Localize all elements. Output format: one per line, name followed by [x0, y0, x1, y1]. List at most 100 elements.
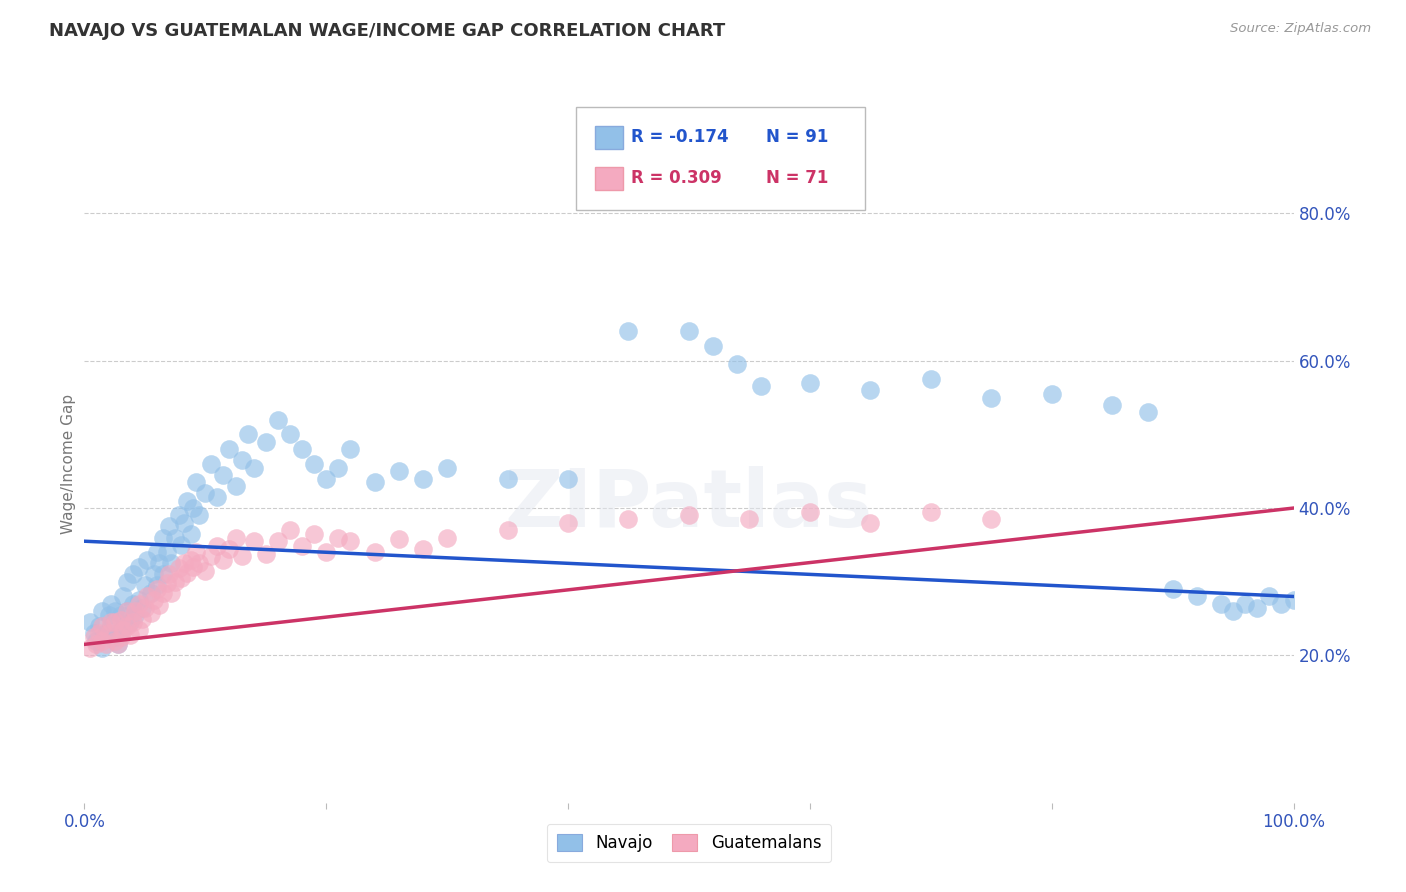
Point: [920, 372, 942, 386]
Point: [157, 519, 180, 533]
Point: [128, 597, 150, 611]
Point: [302, 457, 325, 471]
Legend: Navajo, Guatemalans: Navajo, Guatemalans: [547, 824, 831, 863]
Point: [212, 467, 235, 482]
Point: [207, 490, 229, 504]
Point: [302, 526, 325, 541]
Point: [412, 472, 434, 486]
Point: [557, 472, 579, 486]
Point: [173, 557, 195, 571]
Point: [160, 586, 183, 600]
Point: [242, 460, 264, 475]
Point: [328, 531, 350, 545]
Point: [143, 567, 166, 582]
Point: [181, 501, 204, 516]
Point: [980, 512, 1002, 526]
Point: [167, 561, 190, 575]
Point: [100, 597, 122, 611]
Point: [678, 508, 700, 523]
Point: [131, 611, 153, 625]
Point: [112, 590, 135, 604]
Point: [128, 593, 150, 607]
Point: [139, 586, 162, 600]
Point: [91, 619, 114, 633]
Point: [115, 619, 138, 633]
Point: [496, 472, 519, 486]
Point: [180, 552, 202, 566]
Point: [104, 615, 127, 630]
Point: [104, 633, 127, 648]
Point: [148, 557, 170, 571]
Point: [97, 607, 120, 622]
Point: [146, 545, 169, 559]
Point: [278, 523, 301, 537]
Point: [231, 453, 253, 467]
Text: N = 71: N = 71: [766, 169, 828, 187]
Point: [170, 538, 193, 552]
Point: [83, 626, 105, 640]
Point: [751, 379, 773, 393]
Point: [278, 427, 301, 442]
Point: [167, 508, 190, 523]
Point: [200, 549, 222, 563]
Point: [184, 475, 207, 490]
Point: [1222, 604, 1244, 618]
Point: [79, 615, 101, 630]
Point: [557, 516, 579, 530]
Point: [146, 578, 169, 592]
Point: [86, 633, 108, 648]
Point: [176, 566, 198, 580]
Point: [134, 578, 156, 592]
Point: [738, 512, 761, 526]
Point: [436, 460, 458, 475]
Point: [91, 641, 114, 656]
Point: [328, 460, 350, 475]
Point: [315, 472, 337, 486]
Point: [1270, 597, 1292, 611]
Point: [1101, 398, 1123, 412]
Point: [267, 534, 290, 549]
Point: [165, 574, 187, 589]
Point: [152, 567, 174, 582]
Point: [1040, 387, 1063, 401]
Point: [112, 619, 135, 633]
Point: [1246, 600, 1268, 615]
Text: N = 91: N = 91: [766, 128, 828, 146]
Text: R = -0.174: R = -0.174: [631, 128, 728, 146]
Point: [160, 557, 183, 571]
Point: [91, 633, 114, 648]
Point: [100, 615, 122, 630]
Point: [124, 607, 146, 622]
Point: [218, 541, 240, 556]
Point: [859, 383, 882, 397]
Point: [231, 549, 253, 563]
Point: [799, 505, 821, 519]
Point: [496, 523, 519, 537]
Point: [134, 600, 156, 615]
Point: [91, 604, 114, 618]
Point: [83, 630, 105, 644]
Point: [1137, 405, 1160, 419]
Point: [236, 427, 259, 442]
Point: [107, 637, 129, 651]
Point: [194, 486, 217, 500]
Point: [194, 564, 217, 578]
Text: R = 0.309: R = 0.309: [631, 169, 723, 187]
Point: [188, 557, 211, 571]
Point: [218, 442, 240, 456]
Point: [97, 626, 120, 640]
Point: [120, 628, 142, 642]
Point: [1282, 593, 1305, 607]
Point: [920, 505, 942, 519]
Point: [225, 531, 247, 545]
Point: [242, 534, 264, 549]
Point: [181, 560, 204, 574]
Point: [79, 641, 101, 656]
Point: [136, 590, 159, 604]
Point: [115, 574, 138, 589]
Point: [87, 619, 110, 633]
Point: [180, 526, 202, 541]
Point: [1234, 597, 1257, 611]
Point: [152, 586, 174, 600]
Point: [121, 597, 143, 611]
